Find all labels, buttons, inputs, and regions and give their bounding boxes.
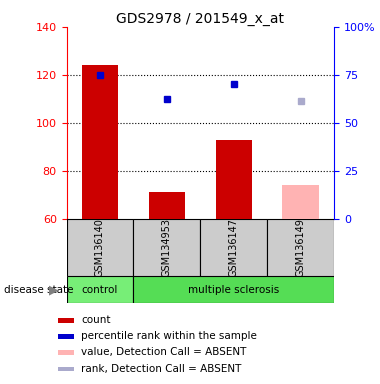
- Bar: [268, 219, 334, 276]
- Bar: [66, 276, 133, 303]
- Bar: [149, 192, 185, 219]
- Bar: [215, 140, 252, 219]
- Bar: [58, 334, 74, 339]
- Bar: [58, 318, 74, 323]
- Bar: [282, 185, 319, 219]
- Text: count: count: [81, 315, 111, 325]
- Title: GDS2978 / 201549_x_at: GDS2978 / 201549_x_at: [116, 12, 285, 26]
- Bar: [58, 350, 74, 355]
- Text: GSM136147: GSM136147: [229, 218, 239, 277]
- Bar: [133, 219, 201, 276]
- Bar: [82, 65, 119, 219]
- Text: GSM136149: GSM136149: [296, 218, 306, 277]
- Text: GSM134953: GSM134953: [162, 218, 172, 277]
- Text: control: control: [82, 285, 118, 295]
- Bar: [66, 219, 133, 276]
- Text: ▶: ▶: [49, 283, 59, 296]
- Bar: [201, 219, 268, 276]
- Text: rank, Detection Call = ABSENT: rank, Detection Call = ABSENT: [81, 364, 241, 374]
- Bar: [133, 276, 334, 303]
- Text: disease state: disease state: [4, 285, 73, 295]
- Text: value, Detection Call = ABSENT: value, Detection Call = ABSENT: [81, 348, 246, 358]
- Text: GSM136140: GSM136140: [95, 218, 105, 277]
- Bar: [58, 367, 74, 371]
- Text: percentile rank within the sample: percentile rank within the sample: [81, 331, 257, 341]
- Text: multiple sclerosis: multiple sclerosis: [188, 285, 280, 295]
